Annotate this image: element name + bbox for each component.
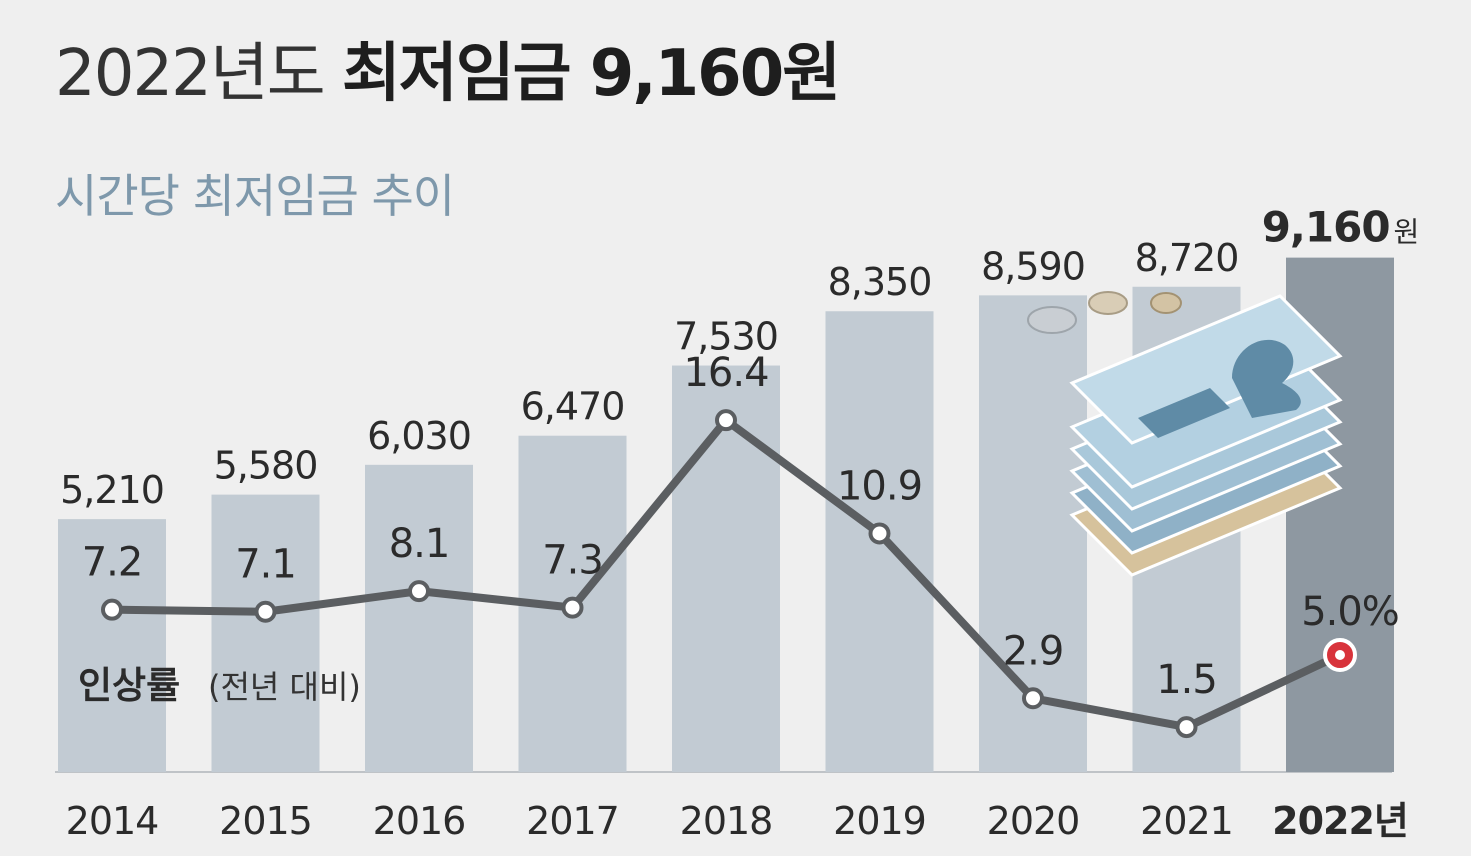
x-tick-label-2021: 2021 [1140,799,1233,843]
chart-subtitle: 시간당 최저임금 추이 [55,169,455,223]
line-series: 7.2 7.1 8.1 7.3 16.4 10.9 2.9 1.5 5.0% [82,350,1400,739]
x-tick-label-2019: 2019 [833,799,926,843]
rate-point-2015 [254,600,277,623]
bar-value-label-2017: 6,470 [521,385,625,429]
rate-label-2021: 1.5 [1156,657,1217,703]
rate-point-2020 [1022,687,1044,710]
bar-value-label-2019: 8,350 [828,260,932,304]
rate-label-2017: 7.3 [542,538,603,584]
bar-value-label-2016: 6,030 [367,414,471,458]
bar-value-label-2015: 5,580 [214,444,318,488]
x-tick-label-2022년: 2022년 [1272,799,1408,843]
legend-note: (전년 대비) [208,668,361,706]
bar-2018 [672,365,780,772]
x-tick-label-2016: 2016 [373,799,466,843]
x-tick-label-2020: 2020 [987,799,1080,843]
rate-point-2017 [561,596,584,619]
bar-2014 [58,519,166,772]
legend-name: 인상률 [78,664,180,707]
x-tick-label-2015: 2015 [219,799,312,843]
rate-point-center-2022년 [1335,650,1345,660]
line-legend: 인상률 (전년 대비) [78,664,361,707]
bar-value-label-2021: 8,720 [1135,236,1239,280]
rate-label-2015: 7.1 [235,542,296,588]
bar-2015 [211,494,320,772]
bar-value-label-2018: 7,530 [674,315,778,359]
bar-value-unit: 원 [1394,216,1419,249]
bar-value-label-2014: 5,210 [60,468,164,512]
money-illustration [1027,291,1343,577]
bar-value-label-2022년: 9,160 원 [1262,203,1419,252]
coins-icon [1027,291,1182,334]
banknotes-icon [1069,294,1343,577]
rate-point-2018 [715,409,737,432]
x-tick-label-2014: 2014 [66,799,159,843]
rate-label-2020: 2.9 [1003,628,1064,674]
rate-label-2014: 7.2 [82,540,143,586]
rate-label-2016: 8.1 [389,521,450,567]
rate-point-2014 [101,598,123,621]
rate-label-2022년: 5.0% [1301,589,1399,635]
rate-label-2018: 16.4 [683,350,768,396]
x-axis: 2014 2015 2016 2017 2018 2019 2020 2021 2022년 [66,799,1409,843]
rate-point-2021 [1175,716,1198,739]
rate-point-2019 [868,522,891,545]
title-main: 최저임금 9,160원 [341,37,841,111]
bar-series: 5,210 5,580 6,030 6,470 7,530 8,350 8,590 8,720… [55,203,1419,773]
x-tick-label-2017: 2017 [526,799,619,843]
rate-point-2016 [408,580,430,603]
bar-2016 [365,464,473,772]
rate-label-2019: 10.9 [837,463,922,509]
x-tick-label-2018: 2018 [680,799,773,843]
bar-value-label-2020: 8,590 [981,244,1085,288]
title-year: 2022년도 [55,37,326,111]
chart-title: 2022년도 최저임금 9,160원 [55,22,841,114]
